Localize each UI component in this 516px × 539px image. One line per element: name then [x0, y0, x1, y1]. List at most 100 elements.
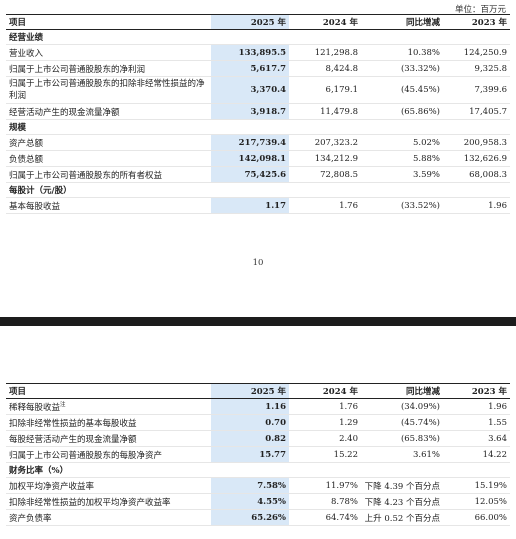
value-2025: 3,918.7	[211, 103, 289, 120]
value-2023: 124,250.9	[443, 44, 510, 61]
page-number: 10	[252, 258, 264, 268]
section-title: 经营业绩	[6, 29, 211, 45]
value-2024: 134,212.9	[289, 150, 361, 167]
value-2024: 1.29	[289, 414, 361, 431]
section-title: 规模	[6, 119, 211, 135]
row-label: 归属于上市公司普通股股东的所有者权益	[6, 166, 211, 183]
value-2024: 11,479.8	[289, 103, 361, 120]
value-2025: 4.55%	[211, 493, 289, 510]
page-separator	[0, 317, 516, 326]
row-label: 每股经营活动产生的现金流量净额	[6, 430, 211, 447]
value-2025: 0.82	[211, 430, 289, 447]
value-2024: 207,323.2	[289, 134, 361, 151]
value-change: (33.52%)	[361, 197, 443, 214]
value-change: (65.83%)	[361, 430, 443, 447]
value-2025: 65.26%	[211, 509, 289, 526]
header-change: 同比增减	[361, 14, 443, 30]
table-row: 负债总额 142,098.1 134,212.9 5.88% 132,626.9	[6, 150, 510, 167]
value-2024: 8,424.8	[289, 60, 361, 77]
row-label: 基本每股收益	[6, 197, 211, 214]
row-label: 经营活动产生的现金流量净额	[6, 103, 211, 120]
value-2023: 17,405.7	[443, 103, 510, 120]
value-2025: 1.17	[211, 197, 289, 214]
value-2023: 12.05%	[443, 493, 510, 510]
value-2025: 15.77	[211, 446, 289, 463]
row-label: 归属于上市公司普通股股东的扣除非经常性损益的净利润	[6, 76, 211, 104]
table-row: 扣除非经常性损益的基本每股收益 0.70 1.29 (45.74%) 1.55	[6, 414, 510, 431]
row-label: 扣除非经常性损益的基本每股收益	[6, 414, 211, 431]
table-row: 基本每股收益 1.17 1.76 (33.52%) 1.96	[6, 197, 510, 214]
per-share-ratio-table: 项目 2025 年 2024 年 同比增减 2023 年 稀释每股收益注 1.1…	[6, 383, 510, 526]
header-2025: 2025 年	[211, 383, 289, 399]
section-row: 规模	[6, 119, 510, 135]
value-2023: 1.96	[443, 398, 510, 415]
row-label: 归属于上市公司普通股股东的每股净资产	[6, 446, 211, 463]
table-row: 归属于上市公司普通股股东的净利润 5,617.7 8,424.8 (33.32%…	[6, 60, 510, 77]
table-row: 归属于上市公司普通股股东的所有者权益 75,425.6 72,808.5 3.5…	[6, 166, 510, 183]
value-change: (45.45%)	[361, 76, 443, 104]
value-change: (33.32%)	[361, 60, 443, 77]
value-change: 下降 4.39 个百分点	[361, 477, 443, 494]
value-change: (65.86%)	[361, 103, 443, 120]
value-2023: 15.19%	[443, 477, 510, 494]
value-change: (45.74%)	[361, 414, 443, 431]
value-2024: 1.76	[289, 197, 361, 214]
table-row: 营业收入 133,895.5 121,298.8 10.38% 124,250.…	[6, 44, 510, 61]
value-2024: 2.40	[289, 430, 361, 447]
row-label: 资产负债率	[6, 509, 211, 526]
value-2024: 11.97%	[289, 477, 361, 494]
value-2025: 0.70	[211, 414, 289, 431]
header-2023: 2023 年	[443, 383, 510, 399]
unit-label: 单位：百万元	[454, 5, 506, 15]
value-2024: 6,179.1	[289, 76, 361, 104]
value-2024: 64.74%	[289, 509, 361, 526]
value-2025: 1.16	[211, 398, 289, 415]
value-2024: 121,298.8	[289, 44, 361, 61]
row-label: 营业收入	[6, 44, 211, 61]
value-change: 5.88%	[361, 150, 443, 167]
table-row: 资产负债率 65.26% 64.74% 上升 0.52 个百分点 66.00%	[6, 509, 510, 526]
row-label: 加权平均净资产收益率	[6, 477, 211, 494]
value-change: (34.09%)	[361, 398, 443, 415]
value-2023: 9,325.8	[443, 60, 510, 77]
value-2023: 3.64	[443, 430, 510, 447]
table-row: 加权平均净资产收益率 7.58% 11.97% 下降 4.39 个百分点 15.…	[6, 477, 510, 494]
row-label: 资产总额	[6, 134, 211, 151]
value-2023: 1.55	[443, 414, 510, 431]
section-title: 每股计（元/股）	[6, 182, 211, 198]
report-page-1: 单位：百万元 项目 2025 年 2024 年 同比增减 2023 年 经营业绩…	[6, 5, 510, 268]
value-2023: 200,958.3	[443, 134, 510, 151]
header-item: 项目	[6, 383, 211, 399]
value-2023: 14.22	[443, 446, 510, 463]
value-2023: 68,008.3	[443, 166, 510, 183]
value-2025: 142,098.1	[211, 150, 289, 167]
table-row: 每股经营活动产生的现金流量净额 0.82 2.40 (65.83%) 3.64	[6, 430, 510, 447]
value-2025: 75,425.6	[211, 166, 289, 183]
value-2025: 5,617.7	[211, 60, 289, 77]
section-row: 财务比率（%）	[6, 462, 510, 478]
table-header-row: 项目 2025 年 2024 年 同比增减 2023 年	[6, 14, 510, 30]
footnote-marker: 注	[60, 402, 66, 409]
header-2025: 2025 年	[211, 14, 289, 30]
table-row: 资产总额 217,739.4 207,323.2 5.02% 200,958.3	[6, 134, 510, 151]
row-label: 负债总额	[6, 150, 211, 167]
header-change: 同比增减	[361, 383, 443, 399]
header-2024: 2024 年	[289, 14, 361, 30]
value-2025: 133,895.5	[211, 44, 289, 61]
value-change: 3.59%	[361, 166, 443, 183]
value-change: 10.38%	[361, 44, 443, 61]
value-2024: 1.76	[289, 398, 361, 415]
value-2023: 132,626.9	[443, 150, 510, 167]
key-financials-table: 项目 2025 年 2024 年 同比增减 2023 年 经营业绩 营业收入 1…	[6, 14, 510, 214]
value-change: 上升 0.52 个百分点	[361, 509, 443, 526]
value-2023: 7,399.6	[443, 76, 510, 104]
value-2024: 15.22	[289, 446, 361, 463]
header-2023: 2023 年	[443, 14, 510, 30]
report-page-2: 项目 2025 年 2024 年 同比增减 2023 年 稀释每股收益注 1.1…	[0, 326, 516, 539]
header-2024: 2024 年	[289, 383, 361, 399]
header-item: 项目	[6, 14, 211, 30]
value-change: 下降 4.23 个百分点	[361, 493, 443, 510]
section-row: 每股计（元/股）	[6, 182, 510, 198]
row-label: 稀释每股收益注	[6, 398, 211, 415]
section-row: 经营业绩	[6, 29, 510, 45]
